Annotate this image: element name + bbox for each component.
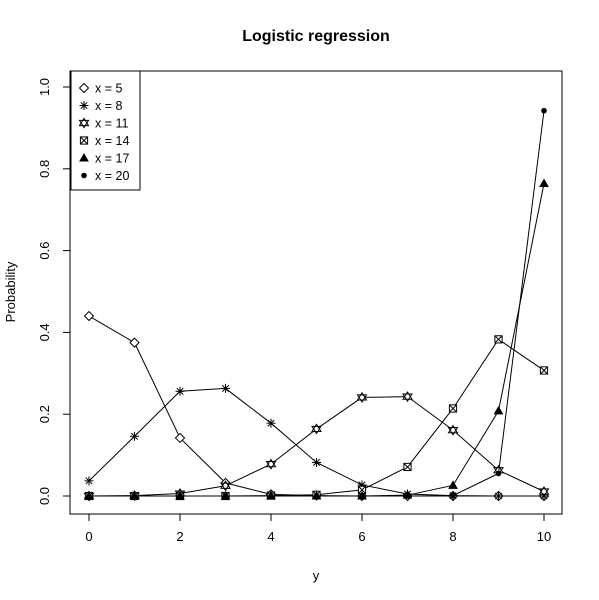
data-point [494,491,503,501]
y-tick-label: 0.4 [37,323,52,341]
series-x-17 [84,178,549,500]
data-point [450,492,456,499]
data-point [403,462,412,472]
legend-label: x = 11 [95,117,129,131]
data-point [129,337,140,348]
data-point [221,383,230,393]
series-line [89,338,545,497]
y-axis-label: Probability [3,261,18,322]
data-point [313,493,320,499]
data-point [177,493,183,499]
data-point [356,391,368,403]
data-point [130,431,139,441]
data-point [220,480,231,492]
series-x-11 [83,391,550,502]
x-tick-label: 4 [267,529,274,544]
y-tick-label: 0.6 [37,242,52,260]
x-tick-label: 8 [449,529,456,544]
y-tick-label: 0.2 [37,405,52,423]
x-tick-label: 6 [358,529,365,544]
x-axis-label: y [313,568,320,583]
plot-frame [69,70,563,515]
x-axis: 0 2 4 6 8 10 [85,513,551,544]
legend-marker-square [79,136,89,145]
data-point [268,493,274,499]
series-x-5 [83,310,550,502]
data-point [448,480,458,489]
data-point [83,310,95,322]
series-x-20 [86,107,547,499]
data-point [312,457,321,467]
y-tick-label: 0.0 [37,487,52,505]
data-point [494,335,503,344]
series-x-14 [84,335,549,501]
data-point [447,424,459,436]
data-point [359,493,365,499]
series-line [89,183,545,497]
series-line [88,396,545,497]
data-point [539,366,549,375]
legend-item: x = 11 [78,117,129,131]
data-point [174,432,186,444]
data-point [493,405,504,415]
data-point [175,386,185,396]
chart-title: Logistic regression [242,28,390,45]
legend-label: x = 14 [95,134,129,148]
series-layer [83,107,550,502]
x-tick-label: 2 [176,529,183,544]
legend-marker-diamond [78,82,90,94]
data-point [495,470,502,477]
legend-label: x = 8 [95,99,122,113]
data-point [266,418,276,428]
data-point [404,493,411,499]
legend-item: x = 14 [79,134,129,148]
series-line [88,387,544,497]
data-point [84,476,94,486]
data-point [539,178,549,188]
legend: x = 5 x = 8 x = 11 x = 14 x = 17 x = 20 [70,70,141,191]
legend-marker-asterisk [79,101,89,110]
y-tick-label: 0.8 [37,160,52,178]
legend-marker-triangle [79,152,89,162]
series-line [88,315,544,497]
x-tick-label: 10 [537,529,551,544]
data-point [541,107,547,114]
series-line [89,110,545,497]
data-point [265,458,277,470]
legend-item: x = 8 [79,99,122,113]
data-point [86,493,92,499]
x-tick-label: 0 [85,529,92,544]
data-point [131,493,138,499]
legend-label: x = 5 [95,82,122,96]
legend-item: x = 20 [81,169,129,183]
legend-label: x = 20 [95,169,129,183]
y-axis: 0.0 0.2 0.4 0.6 0.8 1.0 [37,78,71,505]
legend-marker-hourglass [78,117,90,129]
data-point [448,404,458,413]
legend-item: x = 5 [78,82,122,96]
legend-item: x = 17 [79,152,129,166]
data-point [402,391,413,403]
data-point [538,485,550,498]
legend-label: x = 17 [95,152,129,166]
data-point [311,423,322,435]
y-tick-label: 1.0 [37,78,52,96]
data-point [222,493,229,499]
legend-marker-dot [81,172,87,179]
